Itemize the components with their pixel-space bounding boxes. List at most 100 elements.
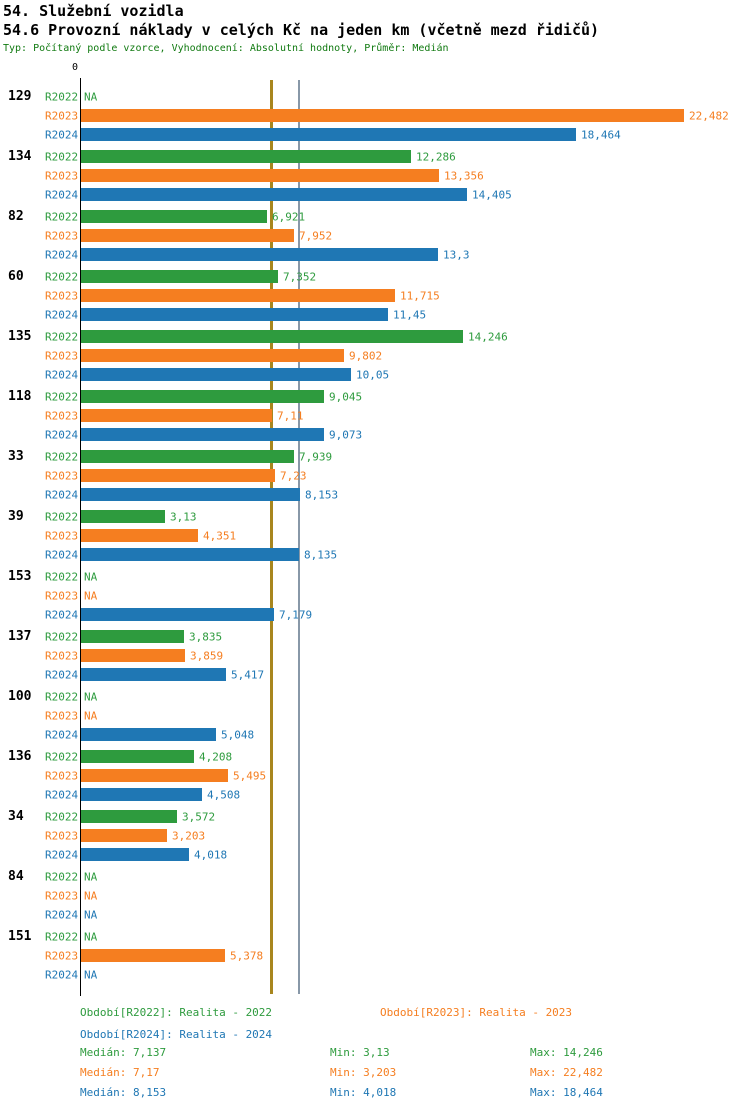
series-label: R2023 — [45, 649, 79, 662]
group-label: 34 — [8, 809, 24, 824]
bar-row: R2023 11,715 — [0, 286, 750, 305]
na-label: NA — [84, 870, 98, 883]
value-label: 8,135 — [304, 548, 338, 561]
series-label: R2022 — [45, 390, 79, 403]
series-label: R2023 — [45, 769, 79, 782]
bar-row: R2022 NA — [0, 567, 750, 586]
group-label: 137 — [8, 629, 32, 644]
bar-row: R2023 NA — [0, 586, 750, 605]
bar-row: R2023 NA — [0, 706, 750, 725]
value-label: 3,203 — [172, 829, 206, 842]
bar-r2024 — [81, 128, 576, 141]
bar-row: R2024 11,45 — [0, 305, 750, 324]
series-label: R2024 — [45, 908, 79, 921]
bar-chart: 129 R2022 NA R2023 22,482 R2024 18,464 134 R2022… — [0, 78, 750, 996]
legend-r2022: Období[R2022]: Realita - 2022 — [80, 1006, 273, 1019]
stat-min-r2023: Min: 3,203 — [330, 1066, 397, 1079]
series-label: R2023 — [45, 529, 79, 542]
bar-r2023 — [81, 169, 439, 182]
bar-r2022 — [81, 510, 165, 523]
value-label: 3,859 — [190, 649, 224, 662]
na-label: NA — [84, 889, 98, 902]
group-label: 151 — [8, 929, 32, 944]
na-label: NA — [84, 690, 98, 703]
series-label: R2022 — [45, 870, 79, 883]
value-label: 10,05 — [356, 368, 390, 381]
bar-r2023 — [81, 409, 272, 422]
series-label: R2023 — [45, 349, 79, 362]
bar-row: R2022 NA — [0, 867, 750, 886]
series-label: R2022 — [45, 690, 79, 703]
bar-row: R2024 5,417 — [0, 665, 750, 684]
group-label: 136 — [8, 749, 32, 764]
bar-r2024 — [81, 188, 467, 201]
bar-row: R2023 4,351 — [0, 526, 750, 545]
chart-footer: Období[R2022]: Realita - 2022 Období[R20… — [0, 1006, 750, 1112]
bar-row: R2023 9,802 — [0, 346, 750, 365]
series-label: R2022 — [45, 270, 79, 283]
value-label: 7,23 — [280, 469, 307, 482]
bar-r2024 — [81, 668, 226, 681]
series-label: R2024 — [45, 248, 79, 261]
na-label: NA — [84, 968, 98, 981]
series-label: R2024 — [45, 788, 79, 801]
bar-group-134: 134 R2022 12,286 R2023 13,356 R2024 14,405 — [0, 147, 750, 204]
legend-r2024: Období[R2024]: Realita - 2024 — [80, 1028, 273, 1041]
value-label: 11,715 — [400, 289, 440, 302]
value-label: 6,921 — [272, 210, 306, 223]
bar-r2022 — [81, 210, 267, 223]
series-label: R2024 — [45, 608, 79, 621]
bar-r2024 — [81, 788, 202, 801]
bar-row: R2022 3,13 — [0, 507, 750, 526]
group-label: 129 — [8, 89, 32, 104]
bar-row: R2024 8,153 — [0, 485, 750, 504]
value-label: 7,179 — [279, 608, 313, 621]
value-label: 13,3 — [443, 248, 470, 261]
series-label: R2022 — [45, 630, 79, 643]
stat-median-r2022: Medián: 7,137 — [80, 1046, 167, 1059]
bar-r2022 — [81, 450, 294, 463]
bar-group-34: 34 R2022 3,572 R2023 3,203 R2024 4,018 — [0, 807, 750, 864]
bar-row: R2022 NA — [0, 927, 750, 946]
bar-r2023 — [81, 289, 395, 302]
value-label: 8,153 — [305, 488, 339, 501]
series-label: R2024 — [45, 848, 79, 861]
bar-row: R2023 7,23 — [0, 466, 750, 485]
bar-group-39: 39 R2022 3,13 R2023 4,351 R2024 8,135 — [0, 507, 750, 564]
bar-row: R2024 9,073 — [0, 425, 750, 444]
value-label: 14,246 — [468, 330, 508, 343]
value-label: 4,351 — [203, 529, 237, 542]
bar-group-60: 60 R2022 7,352 R2023 11,715 R2024 11,45 — [0, 267, 750, 324]
series-label: R2023 — [45, 109, 79, 122]
bar-row: R2024 NA — [0, 965, 750, 984]
bar-r2023 — [81, 469, 275, 482]
bar-group-135: 135 R2022 14,246 R2023 9,802 R2024 10,05 — [0, 327, 750, 384]
series-label: R2022 — [45, 90, 79, 103]
bar-group-136: 136 R2022 4,208 R2023 5,495 R2024 4,508 — [0, 747, 750, 804]
na-label: NA — [84, 908, 98, 921]
bar-row: R2023 7,952 — [0, 226, 750, 245]
bar-row: R2022 6,921 — [0, 207, 750, 226]
bar-row: R2023 3,203 — [0, 826, 750, 845]
bar-row: R2023 22,482 — [0, 106, 750, 125]
bar-row: R2024 NA — [0, 905, 750, 924]
value-label: 3,835 — [189, 630, 223, 643]
stat-min-r2022: Min: 3,13 — [330, 1046, 390, 1059]
series-label: R2023 — [45, 169, 79, 182]
bar-r2023 — [81, 349, 344, 362]
bar-row: R2024 8,135 — [0, 545, 750, 564]
series-label: R2022 — [45, 450, 79, 463]
bar-r2024 — [81, 548, 299, 561]
bar-r2024 — [81, 248, 438, 261]
value-label: 7,939 — [299, 450, 333, 463]
na-label: NA — [84, 930, 98, 943]
bar-r2022 — [81, 330, 463, 343]
bar-row: R2024 13,3 — [0, 245, 750, 264]
value-label: 3,13 — [170, 510, 197, 523]
group-label: 84 — [8, 869, 24, 884]
bar-row: R2024 14,405 — [0, 185, 750, 204]
series-label: R2024 — [45, 728, 79, 741]
series-label: R2024 — [45, 368, 79, 381]
value-label: 7,952 — [299, 229, 333, 242]
